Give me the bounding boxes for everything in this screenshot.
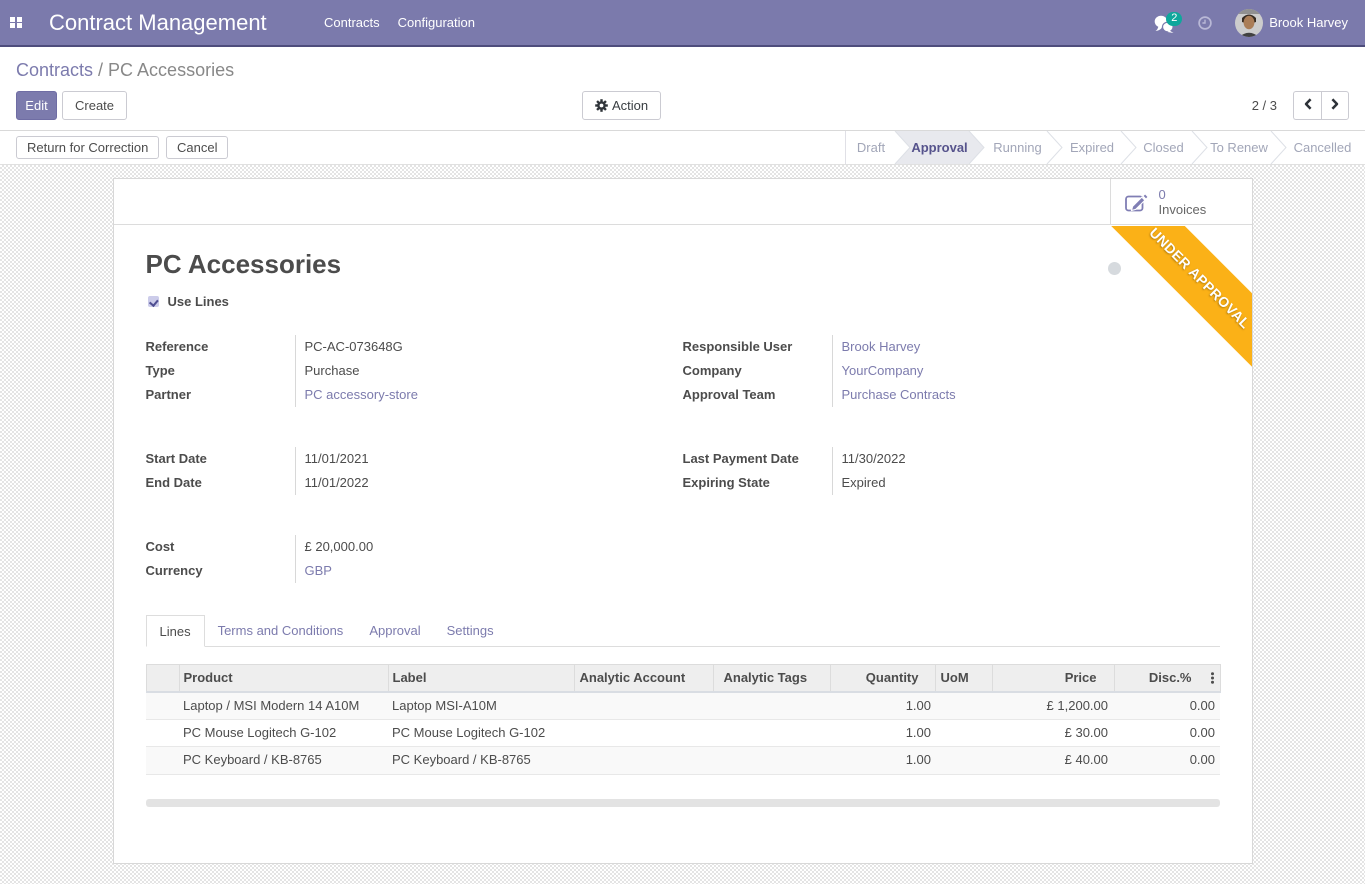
svg-text:Closed: Closed bbox=[1143, 140, 1183, 155]
svg-text:Running: Running bbox=[993, 140, 1041, 155]
svg-text:Expired: Expired bbox=[1070, 140, 1114, 155]
svg-text:To Renew: To Renew bbox=[1210, 140, 1268, 155]
svg-text:Draft: Draft bbox=[857, 140, 886, 155]
svg-text:Cancelled: Cancelled bbox=[1294, 140, 1352, 155]
svg-text:Approval: Approval bbox=[911, 140, 967, 155]
